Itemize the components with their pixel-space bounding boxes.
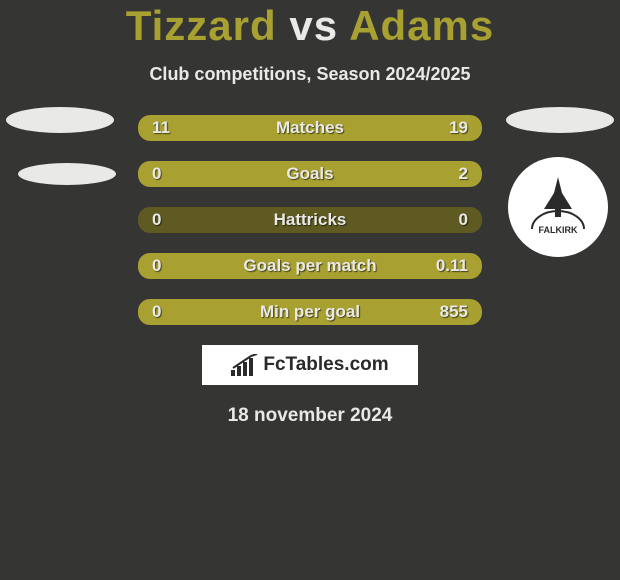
stat-value-right: 19 bbox=[412, 118, 482, 138]
stat-value-right: 0.11 bbox=[412, 256, 482, 276]
stat-value-left: 0 bbox=[138, 256, 208, 276]
ellipse-icon bbox=[506, 107, 614, 133]
stat-value-right: 855 bbox=[412, 302, 482, 322]
ellipse-icon bbox=[18, 163, 116, 185]
ellipse-icon bbox=[6, 107, 114, 133]
stat-row: 0Hattricks0 bbox=[138, 207, 482, 233]
stat-label: Hattricks bbox=[208, 210, 412, 230]
player-right-name: Adams bbox=[349, 2, 494, 49]
stat-value-right: 2 bbox=[412, 164, 482, 184]
bars-icon bbox=[231, 354, 259, 376]
stat-row: 0Min per goal855 bbox=[138, 299, 482, 325]
stat-value-left: 11 bbox=[138, 118, 208, 138]
subtitle: Club competitions, Season 2024/2025 bbox=[0, 64, 620, 85]
stat-label: Matches bbox=[208, 118, 412, 138]
stat-value-right: 0 bbox=[412, 210, 482, 230]
stat-label: Min per goal bbox=[208, 302, 412, 322]
right-team-badge: FALKIRK bbox=[506, 107, 614, 257]
stat-value-left: 0 bbox=[138, 164, 208, 184]
site-badge: FcTables.com bbox=[202, 345, 418, 385]
stats-list: 11Matches190Goals20Hattricks00Goals per … bbox=[138, 115, 482, 325]
left-team-badge bbox=[6, 107, 116, 185]
stat-label: Goals bbox=[208, 164, 412, 184]
player-left-name: Tizzard bbox=[126, 2, 277, 49]
stat-value-left: 0 bbox=[138, 210, 208, 230]
stat-label: Goals per match bbox=[208, 256, 412, 276]
stat-row: 11Matches19 bbox=[138, 115, 482, 141]
svg-text:FALKIRK: FALKIRK bbox=[539, 225, 578, 235]
comparison-widget: Tizzard vs Adams Club competitions, Seas… bbox=[0, 0, 620, 427]
date-label: 18 november 2024 bbox=[0, 405, 620, 427]
club-crest-icon: FALKIRK bbox=[508, 157, 608, 257]
vs-separator: vs bbox=[289, 2, 338, 49]
comparison-area: FALKIRK 11Matches190Goals20Hattricks00Go… bbox=[0, 115, 620, 325]
stat-value-left: 0 bbox=[138, 302, 208, 322]
stat-row: 0Goals per match0.11 bbox=[138, 253, 482, 279]
site-label: FcTables.com bbox=[263, 354, 388, 376]
page-title: Tizzard vs Adams bbox=[0, 2, 620, 50]
stat-row: 0Goals2 bbox=[138, 161, 482, 187]
